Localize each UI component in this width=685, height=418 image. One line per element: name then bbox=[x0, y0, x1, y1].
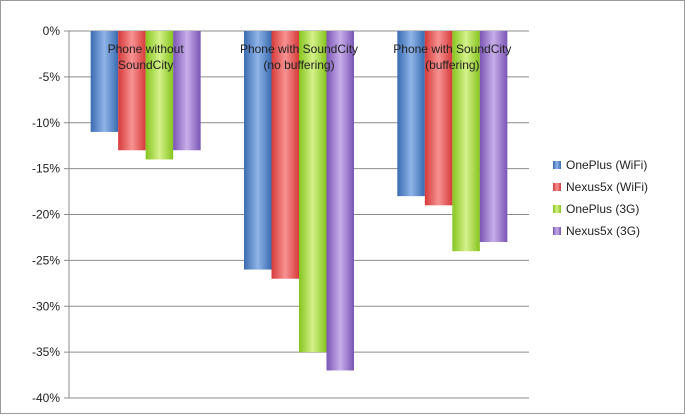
category-label: Phone with SoundCity (buffering) bbox=[393, 42, 511, 72]
bar bbox=[299, 31, 327, 353]
category-label: Phone with SoundCity (no buffering) bbox=[240, 42, 358, 72]
bar bbox=[452, 31, 480, 252]
bar bbox=[326, 31, 354, 371]
bar bbox=[424, 31, 453, 206]
bar bbox=[479, 31, 508, 243]
y-tick-label: -35% bbox=[32, 345, 60, 359]
bar bbox=[118, 31, 146, 151]
bar bbox=[271, 31, 299, 279]
y-tick-label: -25% bbox=[32, 253, 60, 267]
legend-label: Nexus5x (WiFi) bbox=[566, 180, 648, 194]
legend-label: Nexus5x (3G) bbox=[566, 224, 640, 238]
y-tick-label: -15% bbox=[32, 162, 60, 176]
y-axis: 0% -5% -10% -15% -20% -25% -30% -35% -40% bbox=[32, 24, 70, 405]
legend-swatch bbox=[553, 161, 561, 169]
y-tick-label: -20% bbox=[32, 208, 60, 222]
legend: OnePlus (WiFi) Nexus5x (WiFi) OnePlus (3G)… bbox=[553, 158, 648, 238]
y-tick-label: -5% bbox=[39, 70, 61, 84]
legend-swatch bbox=[553, 183, 561, 191]
bar bbox=[244, 31, 272, 270]
legend-label: OnePlus (3G) bbox=[566, 202, 639, 216]
y-tick-label: 0% bbox=[43, 24, 61, 38]
bar bbox=[397, 31, 425, 197]
category-labels: Phone without SoundCity Phone with SoundCi… bbox=[108, 42, 512, 72]
bars bbox=[90, 31, 508, 371]
bar bbox=[90, 31, 119, 132]
legend-label: OnePlus (WiFi) bbox=[566, 158, 647, 172]
legend-swatch bbox=[553, 205, 561, 213]
y-tick-label: -30% bbox=[32, 299, 60, 313]
bar bbox=[145, 31, 174, 160]
y-tick-label: -10% bbox=[32, 116, 60, 130]
bar bbox=[173, 31, 201, 151]
legend-swatch bbox=[553, 227, 561, 235]
category-label: Phone without SoundCity bbox=[108, 42, 185, 72]
y-tick-label: -40% bbox=[32, 391, 60, 405]
